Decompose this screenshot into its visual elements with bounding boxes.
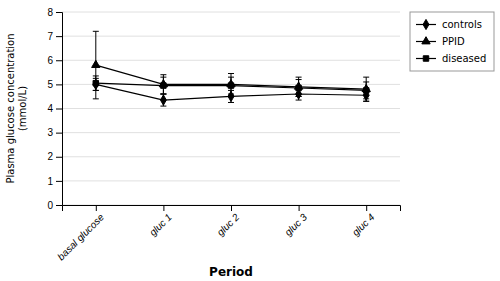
x-tick-label: gluc 1 — [147, 211, 174, 238]
y-tick-mark — [56, 84, 62, 85]
marker — [296, 85, 301, 90]
legend-label: diseased — [442, 53, 486, 64]
y-tick-mark — [56, 133, 62, 134]
marker — [363, 88, 368, 93]
marker — [93, 80, 98, 85]
legend-label: controls — [442, 19, 482, 30]
legend-box — [410, 12, 494, 71]
y-tick: 8 — [47, 7, 62, 18]
y-tick: 3 — [47, 127, 62, 138]
y-tick: 4 — [47, 103, 62, 114]
y-axis-title-line: Plasma glucose concentration — [5, 33, 16, 183]
x-tick-label: gluc 4 — [350, 211, 377, 238]
y-axis: 0 1 2 3 4 5 6 7 8 — [47, 7, 62, 211]
error-bar — [93, 76, 99, 90]
y-tick-label: 5 — [47, 79, 53, 90]
y-tick-label: 1 — [47, 176, 53, 187]
x-tick: gluc 1 — [147, 205, 174, 238]
y-tick: 6 — [47, 55, 62, 66]
legend-item: diseased — [416, 53, 486, 64]
series — [92, 31, 371, 101]
y-tick-label: 0 — [47, 200, 53, 211]
legend-marker — [423, 19, 429, 29]
error-bar — [296, 80, 302, 97]
marker — [228, 83, 233, 88]
x-tick: gluc 2 — [215, 205, 242, 238]
y-tick: 5 — [47, 79, 62, 90]
plot-area: 0 1 2 3 4 5 6 7 8 basal glucose gluc 1 gluc 2 gluc 3… — [47, 7, 400, 263]
y-tick-label: 2 — [47, 151, 53, 162]
grid-line — [62, 156, 400, 157]
grid-line — [62, 60, 400, 61]
y-tick-mark — [56, 157, 62, 158]
x-tick-mark — [366, 205, 367, 211]
legend-marker — [423, 56, 428, 61]
error-bar — [160, 77, 166, 94]
y-tick-label: 6 — [47, 55, 53, 66]
y-tick-label: 8 — [47, 7, 53, 18]
x-tick: gluc 3 — [282, 205, 309, 238]
y-tick-label: 3 — [47, 127, 53, 138]
grid-line — [62, 12, 400, 13]
error-bar — [296, 77, 302, 96]
legend: controls PPID diseased — [410, 12, 494, 71]
grid-line — [62, 132, 400, 133]
y-tick-mark — [56, 109, 62, 110]
error-bar — [363, 77, 369, 101]
error-bar — [363, 82, 369, 99]
y-axis-line — [56, 13, 63, 206]
x-tick-label: basal glucose — [55, 211, 106, 262]
y-axis-title: Plasma glucose concentration(mmol/L) — [5, 33, 28, 183]
y-tick: 1 — [47, 176, 62, 187]
marker — [92, 60, 100, 67]
marker — [161, 83, 166, 88]
y-tick-label: 7 — [47, 31, 53, 42]
grid-line — [62, 108, 400, 109]
x-axis-title: Period — [209, 265, 253, 279]
y-tick-mark — [56, 36, 62, 37]
series — [93, 76, 369, 99]
error-bar — [160, 94, 166, 106]
error-bar — [228, 74, 234, 96]
y-tick-mark — [56, 181, 62, 182]
x-tick-label: gluc 2 — [215, 211, 242, 238]
x-tick-mark — [163, 205, 164, 211]
y-tick-mark — [56, 12, 62, 13]
x-axis: basal glucose gluc 1 gluc 2 gluc 3 gluc 4 — [55, 205, 400, 262]
x-tick-label: gluc 3 — [282, 211, 309, 238]
grid-line — [62, 36, 400, 37]
legend-marker — [422, 37, 430, 44]
y-tick-mark — [56, 60, 62, 61]
y-axis-title-line: (mmol/L) — [17, 86, 28, 131]
legend-item: PPID — [416, 36, 465, 47]
error-bar — [228, 77, 234, 94]
x-tick: gluc 4 — [350, 205, 377, 238]
y-tick: 2 — [47, 151, 62, 162]
x-tick-mark — [96, 205, 97, 211]
x-tick-mark — [299, 205, 300, 211]
marker — [160, 95, 166, 105]
legend-label: PPID — [442, 36, 465, 47]
y-tick: 7 — [47, 31, 62, 42]
error-bar — [160, 75, 166, 94]
x-tick-mark — [231, 205, 232, 211]
grid — [62, 12, 400, 205]
grid-line — [62, 180, 400, 181]
chart: 0 1 2 3 4 5 6 7 8 basal glucose gluc 1 gluc 2 gluc 3… — [0, 0, 500, 281]
y-tick-mark — [56, 205, 62, 206]
y-tick-label: 4 — [47, 103, 53, 114]
x-axis-line — [63, 206, 401, 212]
data-marks — [92, 31, 371, 106]
legend-item: controls — [416, 19, 482, 30]
y-tick: 0 — [47, 200, 62, 211]
x-tick: basal glucose — [55, 205, 106, 262]
